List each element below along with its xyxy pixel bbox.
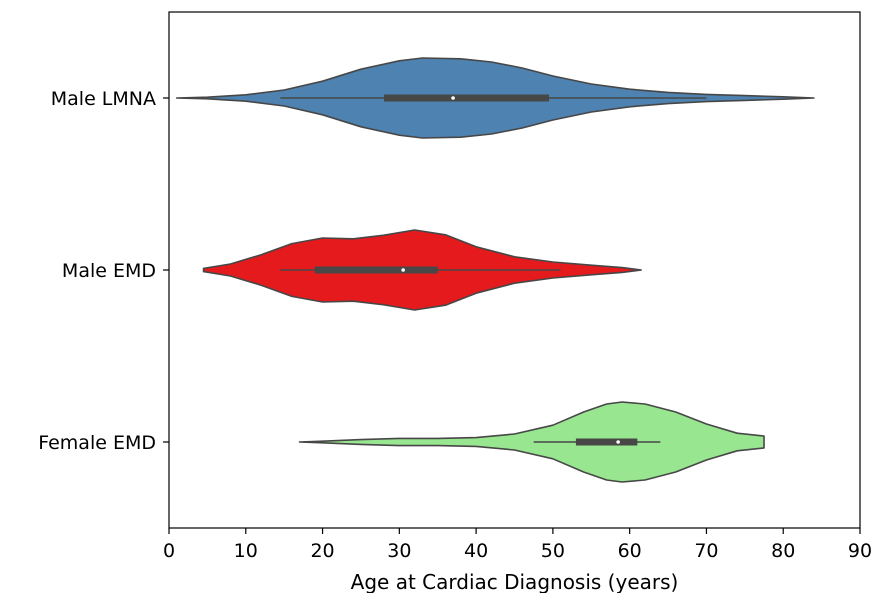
median-dot-male-emd (401, 268, 405, 272)
x-tick-label-70: 70 (694, 540, 718, 562)
x-axis-label: Age at Cardiac Diagnosis (years) (351, 570, 679, 593)
y-axis-ticks: Male LMNA Male EMD Female EMD (38, 88, 169, 454)
x-tick-label-40: 40 (464, 540, 488, 562)
x-axis-ticks: 0 10 20 30 40 50 60 70 80 90 (163, 528, 872, 562)
iqr-box-male-emd (314, 266, 438, 274)
iqr-box-male-lmna (383, 94, 550, 102)
x-tick-label-0: 0 (163, 540, 175, 562)
median-dot-female-emd (616, 440, 620, 444)
x-tick-label-90: 90 (848, 540, 872, 562)
median-dot-male-lmna (451, 96, 455, 100)
violin-female-emd (298, 401, 765, 483)
violins-group (175, 57, 815, 483)
x-tick-label-50: 50 (541, 540, 565, 562)
x-tick-label-80: 80 (771, 540, 795, 562)
y-tick-label-female-emd: Female EMD (38, 432, 156, 454)
x-tick-label-10: 10 (234, 540, 258, 562)
x-tick-label-20: 20 (310, 540, 334, 562)
x-tick-label-30: 30 (387, 540, 411, 562)
y-tick-label-male-lmna: Male LMNA (51, 88, 156, 110)
x-tick-label-60: 60 (618, 540, 642, 562)
y-tick-label-male-emd: Male EMD (62, 260, 156, 282)
iqr-box-female-emd (575, 438, 638, 446)
